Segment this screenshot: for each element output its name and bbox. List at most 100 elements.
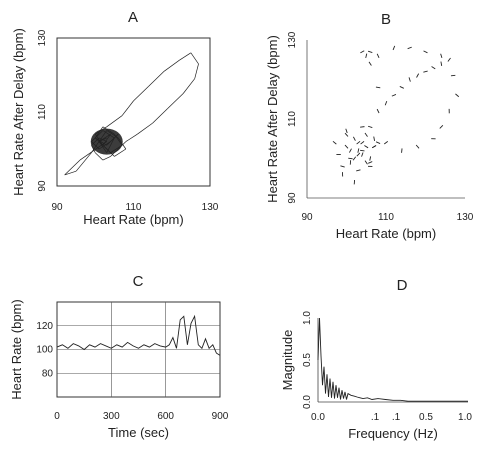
trajectory-segment (106, 133, 119, 146)
x-tick-label: 130 (202, 202, 219, 213)
trajectory-segment (167, 93, 184, 109)
trajectory-segment (95, 126, 107, 135)
x-axis-label: Heart Rate (bpm) (83, 212, 183, 227)
scatter-point (349, 148, 352, 153)
x-axis-label: Time (sec) (108, 425, 169, 440)
scatter-point (407, 46, 412, 50)
scatter-point (356, 169, 361, 172)
trajectory-segment (117, 141, 127, 150)
trajectory-segment (102, 156, 111, 161)
trajectory-segment (121, 100, 134, 116)
trajectory-segment (79, 141, 107, 161)
scatter-point (357, 148, 360, 153)
x-tick-label: 600 (157, 411, 174, 422)
scatter-point (365, 53, 368, 59)
trajectory-segment (64, 170, 77, 176)
trajectory-segment (117, 137, 127, 150)
trajectory-segment (95, 152, 104, 161)
panel-letter: A (128, 9, 138, 26)
trajectory-segment (190, 52, 199, 65)
scatter-point (440, 53, 443, 59)
scatter-point (360, 140, 365, 145)
scatter-point (367, 125, 373, 128)
trajectory-segment (106, 115, 123, 128)
y-tick-label: 130 (287, 31, 298, 48)
scatter-point (399, 86, 404, 89)
trajectory-segment (152, 108, 169, 124)
scatter-point (360, 126, 365, 128)
scatter-point (340, 165, 345, 168)
x-axis-label: Frequency (Hz) (348, 426, 438, 441)
trajectory-segment (91, 141, 100, 153)
series-line (56, 314, 221, 356)
scatter-point (352, 156, 357, 161)
scatter-point (391, 94, 397, 97)
trajectory-segment (194, 63, 199, 79)
x-tick-label: .1 (371, 412, 380, 423)
scatter-point (392, 45, 396, 51)
x-tick-label: 90 (51, 202, 63, 213)
x-tick-label: 1.0 (458, 412, 472, 423)
scatter-point (431, 66, 436, 70)
y-axis-label: Heart Rate (bpm) (9, 299, 24, 399)
scatter-point (356, 152, 361, 157)
trajectory-segment (148, 71, 165, 87)
panel-b: B Heart Rate (bpm) Heart Rate After Delay … (265, 11, 474, 241)
scatter-point (367, 161, 373, 164)
x-tick-label: 0.0 (311, 412, 325, 423)
trajectory-segment (125, 133, 138, 142)
scatter-point (423, 50, 428, 54)
x-tick-label: .1 (392, 412, 401, 423)
y-tick-label: 120 (36, 321, 53, 332)
trajectory-segment (98, 141, 111, 150)
y-tick-label: 90 (37, 180, 48, 192)
y-axis-label: Magnitude (280, 330, 295, 391)
x-tick-label: 0 (54, 411, 60, 422)
scatter-point (345, 128, 348, 134)
panel-letter: B (381, 11, 391, 28)
scatter-point (367, 50, 373, 53)
y-tick-label: 110 (37, 104, 48, 120)
trajectory-segment (64, 159, 81, 176)
scatter-point (439, 125, 444, 129)
scatter-point (344, 144, 349, 149)
scatter-point (360, 149, 365, 152)
scatter-point (356, 140, 361, 145)
scatter-point (376, 53, 380, 58)
trajectory-segment (98, 141, 108, 153)
x-tick-label: 110 (378, 212, 394, 223)
trajectory-segment (179, 52, 192, 61)
y-tick-label: 0.0 (302, 395, 313, 409)
panel-c: C Time (sec) Heart Rate (bpm) 0 300 600 900 80 1… (9, 273, 229, 440)
scatter-point (364, 160, 368, 165)
trajectory-segment (182, 78, 195, 94)
trajectory-segment (110, 145, 123, 153)
panel-d: D Frequency (Hz) Magnitude 0.0 .1 .1 0.5 1.0 0.0… (280, 277, 472, 441)
trajectory-segment (98, 137, 107, 142)
y-tick-label: 130 (37, 29, 48, 46)
scatter-point (375, 86, 381, 89)
scatter-point (375, 141, 381, 145)
trajectory-segment (91, 145, 96, 153)
trajectory-segment (133, 85, 150, 102)
scatter-point (361, 152, 364, 157)
x-tick-label: 110 (126, 202, 142, 213)
scatter-point (364, 145, 369, 149)
y-tick-label: 0.5 (302, 353, 313, 367)
scatter-point (416, 73, 420, 78)
scatter-point (440, 61, 443, 66)
scatter-point (368, 61, 372, 66)
scatter-point (373, 136, 376, 141)
y-axis-label: Heart Rate After Delay (bpm) (265, 35, 280, 203)
trajectory-segment (94, 134, 104, 146)
scatter-point (415, 144, 420, 149)
x-tick-label: 900 (212, 411, 229, 422)
trajectory-segment (95, 137, 107, 146)
x-tick-label: 0.5 (419, 412, 433, 423)
trajectory-segment (98, 130, 108, 142)
scatter-point (353, 136, 356, 141)
trajectory-segment (137, 122, 153, 135)
scatter-point (447, 57, 451, 62)
trajectory-segment (106, 130, 119, 139)
